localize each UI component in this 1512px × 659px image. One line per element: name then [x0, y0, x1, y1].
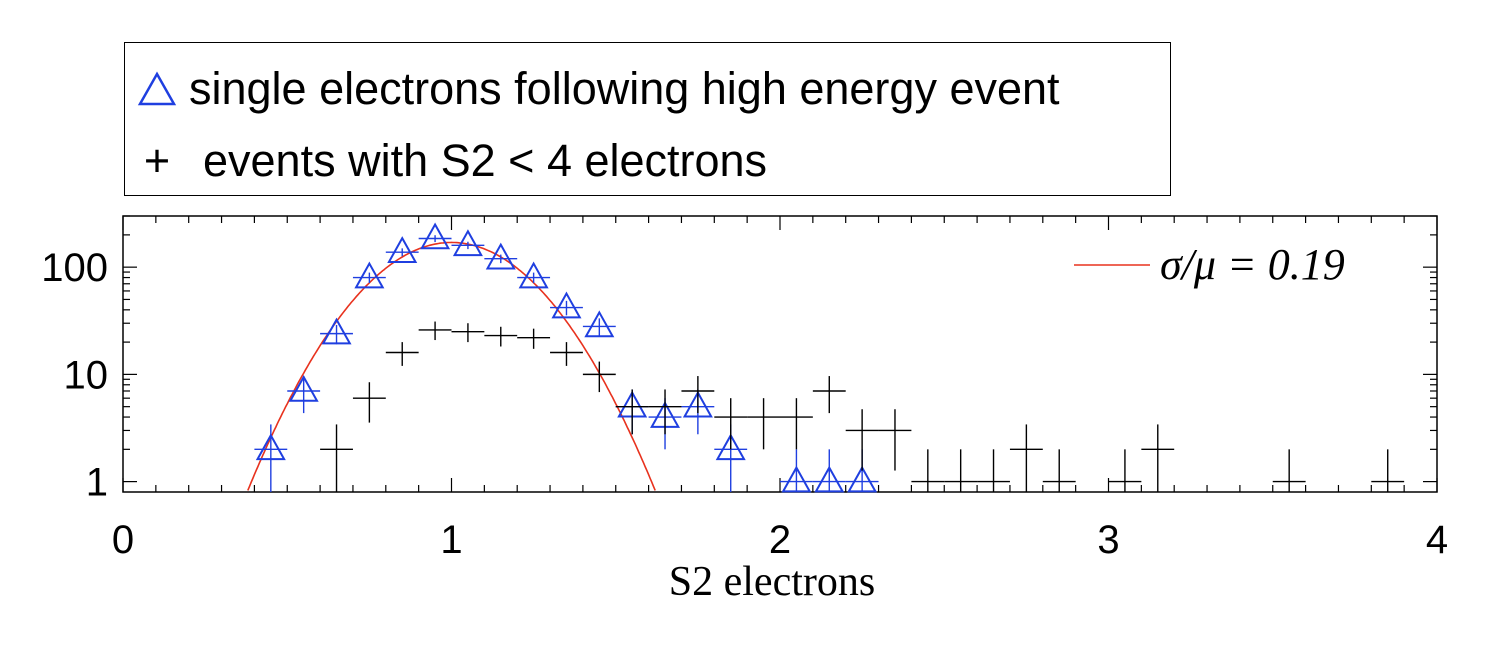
plus-point [615, 389, 649, 435]
x-axis-title: S2 electrons [669, 559, 875, 605]
plus-point [1108, 449, 1142, 492]
plus-point [385, 342, 419, 366]
plus-icon: + [143, 135, 171, 186]
legend-label-single-electrons: single electrons following high energy e… [189, 63, 1060, 114]
plot-frame [122, 215, 1438, 493]
plus-point [1009, 424, 1043, 492]
legend-item-single-electrons: single electrons following high energy e… [125, 61, 1060, 117]
plus-point [878, 409, 912, 471]
triangle-point [484, 242, 518, 270]
triangle-point [812, 449, 846, 493]
plus-point [812, 376, 846, 414]
x-tick-label: 4 [1426, 518, 1448, 562]
triangle-point [582, 310, 616, 338]
x-tick-label: 0 [112, 518, 134, 562]
legend: single electrons following high energy e… [124, 42, 1171, 196]
triangle-point [517, 261, 551, 289]
plus-point [747, 398, 780, 450]
legend-item-events: + events with S2 < 4 electrons [125, 133, 767, 189]
plus-point [681, 376, 715, 414]
plus-point [550, 342, 583, 366]
plus-point [714, 398, 748, 450]
plus-point [1371, 449, 1405, 492]
fit-curve [247, 241, 656, 491]
triangle-point [254, 424, 288, 492]
fit-layer [247, 241, 656, 491]
plus-point [1042, 449, 1076, 492]
triangle-point [780, 449, 813, 493]
legend-label-events: events with S2 < 4 electrons [203, 135, 768, 186]
plus-point [911, 449, 945, 492]
y-tick-label: 10 [64, 353, 109, 397]
plus-point [780, 398, 813, 450]
plus-point [517, 328, 551, 349]
plus-point [1141, 424, 1175, 492]
triangle-point [385, 236, 419, 263]
plus-point [1272, 449, 1306, 492]
triangle-point [550, 291, 583, 319]
triangle-point [287, 374, 321, 414]
plus-point [648, 389, 682, 435]
x-tick-label: 1 [440, 518, 462, 562]
triangle-point [418, 222, 452, 250]
plus-point [944, 449, 978, 492]
series-layer [254, 222, 1405, 493]
y-tick-label: 1 [86, 461, 108, 505]
triangle-point [352, 261, 386, 289]
plus-point [352, 382, 386, 423]
triangle-point [320, 317, 353, 345]
series-single-electrons [254, 222, 879, 493]
plus-point [845, 409, 879, 471]
triangle-point [451, 229, 485, 257]
x-tick-label: 2 [769, 518, 791, 562]
x-tick-label: 3 [1097, 518, 1119, 562]
plus-point [977, 449, 1010, 492]
plus-point [418, 321, 452, 341]
plus-point [582, 361, 616, 393]
fit-legend-label: σ/μ = 0.19 [1160, 240, 1345, 289]
plus-point [484, 326, 518, 347]
triangle-icon [125, 71, 189, 107]
y-tick-label: 100 [41, 246, 108, 290]
series-events [320, 321, 1405, 492]
plus-point [320, 424, 353, 492]
plus-point [451, 323, 485, 343]
